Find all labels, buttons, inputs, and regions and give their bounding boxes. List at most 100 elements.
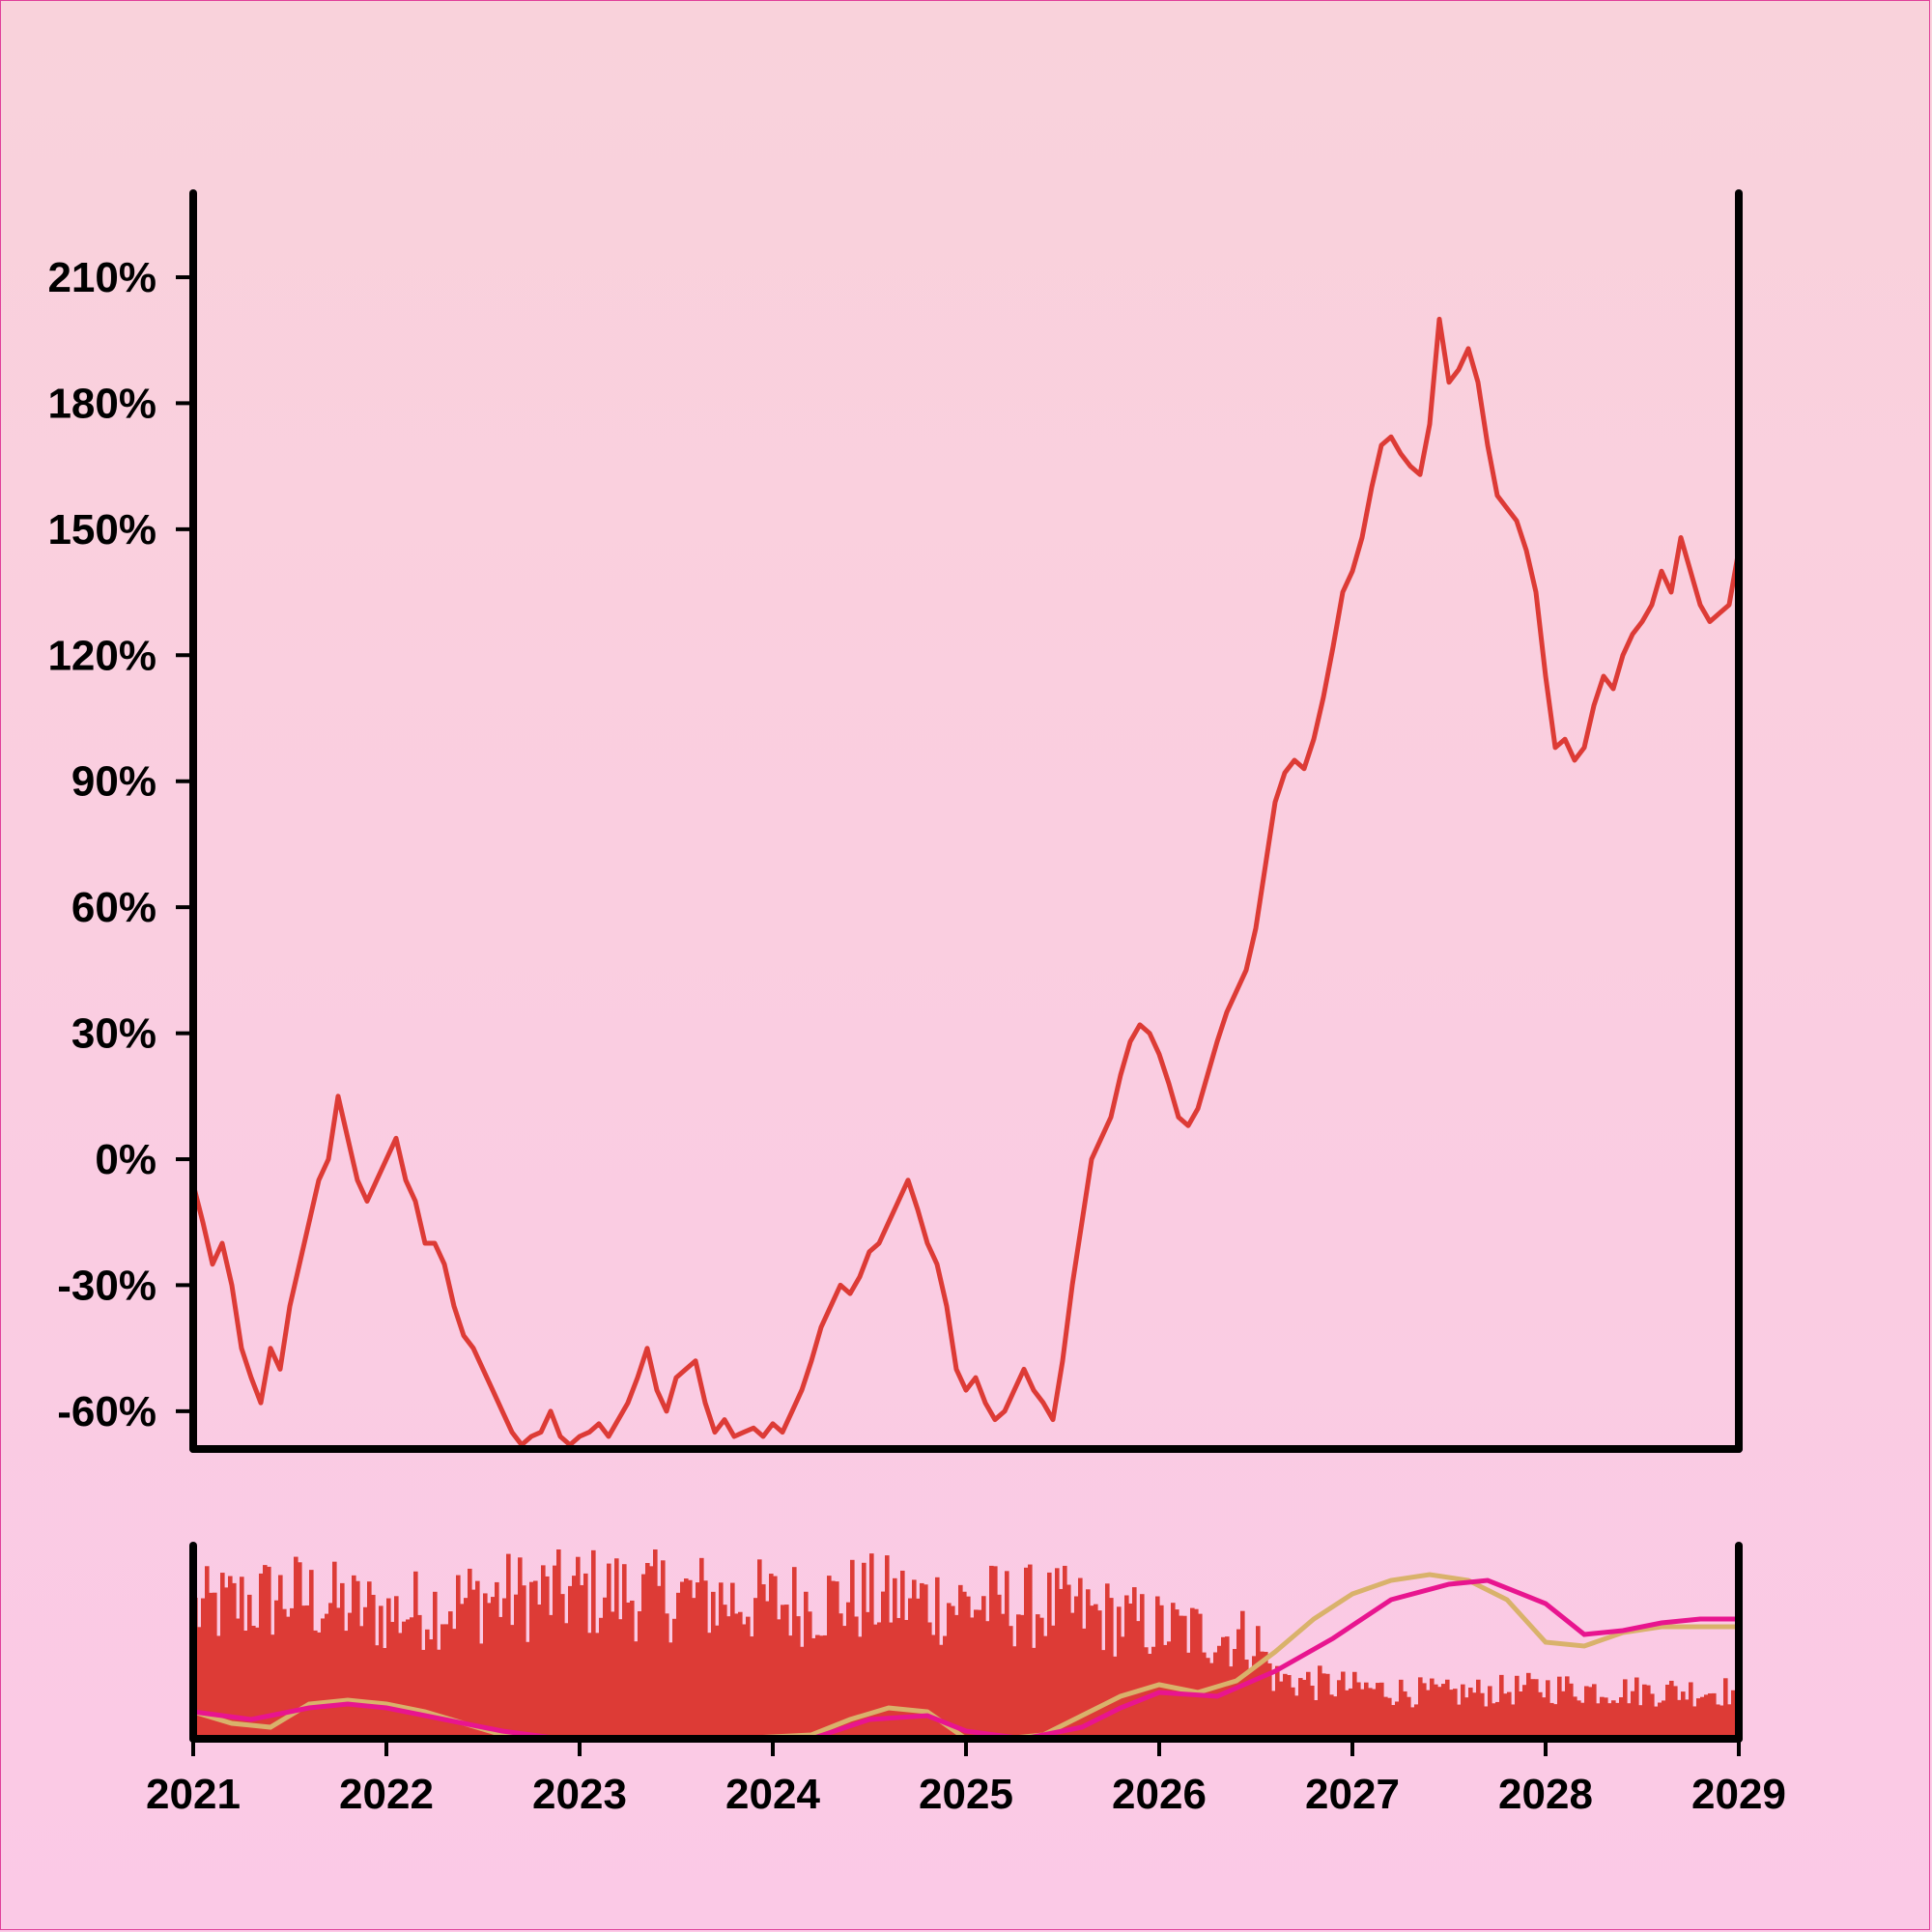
volume-bar	[1719, 1705, 1724, 1739]
volume-bar	[784, 1605, 789, 1739]
volume-panel: 2021 2022 2023 2024 2025 2026 2027 2028 2029	[146, 1542, 1786, 1818]
volume-bar	[541, 1565, 546, 1739]
volume-bar	[703, 1580, 708, 1739]
volume-bar	[1341, 1671, 1346, 1739]
volume-bar	[294, 1556, 298, 1739]
volume-bar	[468, 1568, 472, 1739]
y-tick-label: 180%	[47, 380, 156, 427]
volume-bar	[386, 1598, 391, 1739]
volume-bar	[773, 1576, 778, 1739]
volume-bar	[614, 1558, 619, 1739]
volume-bars	[193, 1549, 1740, 1739]
volume-bar	[278, 1575, 283, 1739]
volume-bar	[587, 1633, 592, 1739]
volume-bar	[657, 1585, 662, 1739]
volume-bar	[321, 1618, 326, 1739]
volume-bar	[1078, 1577, 1083, 1739]
volume-bar	[1325, 1673, 1330, 1739]
volume-bar	[444, 1624, 449, 1739]
volume-bar	[1090, 1605, 1094, 1739]
volume-bar	[970, 1617, 975, 1739]
volume-bar	[962, 1591, 967, 1739]
volume-bar	[1132, 1587, 1137, 1739]
volume-bar	[1449, 1690, 1454, 1739]
y-tick-label: 90%	[71, 758, 156, 806]
volume-bar	[220, 1573, 225, 1739]
volume-bar	[893, 1577, 897, 1739]
volume-bar	[1190, 1607, 1195, 1739]
volume-bar	[197, 1627, 202, 1739]
volume-bar	[317, 1632, 322, 1739]
volume-bar	[661, 1560, 666, 1739]
x-tick-label: 2022	[339, 1771, 434, 1818]
volume-bar	[580, 1584, 584, 1739]
volume-bar	[885, 1555, 890, 1739]
volume-bar	[1051, 1625, 1056, 1739]
volume-bar	[282, 1608, 287, 1739]
volume-bar	[1511, 1704, 1516, 1739]
volume-bar	[1287, 1675, 1292, 1739]
volume-bar	[1584, 1686, 1589, 1739]
x-tick-label: 2025	[919, 1771, 1013, 1818]
volume-bar	[1604, 1697, 1608, 1739]
volume-bar	[1333, 1696, 1338, 1739]
volume-bar	[1086, 1589, 1091, 1739]
volume-bar	[228, 1576, 233, 1739]
volume-bar	[1063, 1565, 1067, 1739]
y-tick-label: -30%	[57, 1262, 156, 1309]
volume-bar	[1128, 1603, 1133, 1739]
volume-bar	[1279, 1681, 1284, 1739]
volume-bar	[869, 1553, 874, 1739]
x-axis-ticks: 2021 2022 2023 2024 2025 2026 2027 2028 2029	[146, 1739, 1786, 1818]
volume-bar	[506, 1553, 511, 1739]
volume-bar	[1298, 1678, 1303, 1739]
volume-bar	[781, 1605, 785, 1739]
volume-bar	[1383, 1696, 1388, 1739]
volume-bar	[247, 1594, 252, 1739]
volume-bar	[479, 1643, 484, 1739]
volume-bar	[1310, 1685, 1315, 1739]
volume-bar	[680, 1581, 685, 1739]
volume-bar	[1716, 1704, 1720, 1739]
volume-bar	[1155, 1596, 1160, 1739]
volume-bar	[1039, 1617, 1044, 1739]
volume-bar	[746, 1616, 751, 1739]
volume-bar	[332, 1561, 337, 1739]
volume-bar	[896, 1617, 901, 1739]
volume-bar	[1020, 1614, 1025, 1739]
volume-bar	[1712, 1692, 1717, 1739]
volume-bar	[1434, 1684, 1438, 1739]
volume-bar	[1376, 1683, 1380, 1739]
volume-bar	[923, 1584, 928, 1739]
volume-bar	[270, 1634, 275, 1739]
volume-bar	[390, 1621, 395, 1739]
volume-bar	[645, 1563, 650, 1739]
volume-bar	[371, 1594, 376, 1739]
volume-bar	[1399, 1679, 1404, 1739]
volume-bar	[398, 1633, 403, 1739]
volume-bar	[1406, 1696, 1411, 1739]
volume-bar	[1731, 1690, 1736, 1739]
volume-bar	[402, 1621, 407, 1739]
volume-bar	[537, 1605, 542, 1739]
volume-bar	[1070, 1612, 1075, 1739]
volume-bar	[1588, 1687, 1593, 1739]
y-axis-ticks: -60% -30% 0% 30% 60% 90% 120% 150% 180% 210%	[47, 254, 193, 1435]
volume-bar	[672, 1618, 677, 1739]
volume-bar	[1055, 1568, 1060, 1739]
volume-bar	[1345, 1690, 1350, 1739]
volume-bar	[1615, 1702, 1620, 1739]
volume-bar	[753, 1598, 758, 1739]
volume-bar	[1515, 1675, 1520, 1739]
volume-bar	[1101, 1650, 1106, 1739]
volume-bar	[730, 1582, 735, 1739]
volume-bar	[556, 1549, 561, 1739]
volume-bar	[1453, 1689, 1458, 1739]
volume-bar	[213, 1592, 217, 1739]
volume-bar	[1082, 1628, 1087, 1739]
volume-bar	[854, 1616, 859, 1739]
volume-bar	[1561, 1690, 1566, 1739]
volume-bar	[1445, 1679, 1450, 1739]
volume-bar	[224, 1587, 229, 1739]
volume-bar	[367, 1581, 372, 1739]
